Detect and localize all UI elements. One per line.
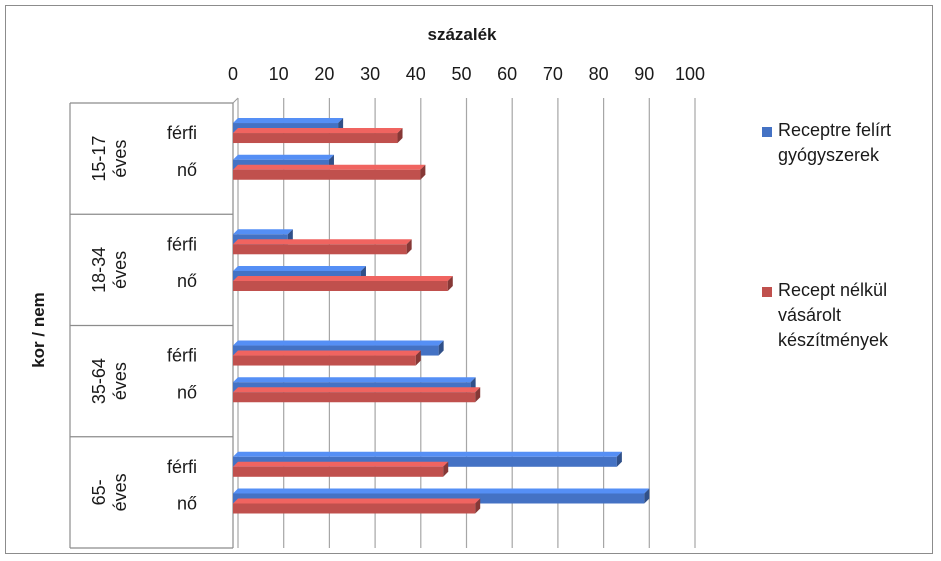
row-label: nő (177, 160, 197, 180)
bar-top-face (233, 276, 453, 281)
bar-top-face (233, 387, 481, 393)
x-tick-labels: 0 10 20 30 40 50 60 70 80 90 100 (228, 64, 705, 84)
category-labels: 15-17évesférfinő18-34évesférfinő35-64éve… (69, 102, 233, 549)
bar-top-face (233, 377, 476, 383)
x-tick-label: 0 (228, 64, 238, 84)
x-tick-label: 70 (543, 64, 563, 84)
row-label: férfi (167, 123, 197, 143)
bar-top-face (233, 498, 481, 504)
bar-top-face (233, 488, 650, 494)
bar-top-face (233, 461, 449, 467)
x-axis-title: százalék (428, 25, 498, 44)
x-tick-label: 80 (589, 64, 609, 84)
legend-entry-line: készítmények (778, 330, 889, 350)
legend-entry-line: gyógyszerek (778, 145, 880, 165)
x-tick-label: 50 (451, 64, 471, 84)
bar-top-face (233, 239, 412, 245)
bar-non-prescribed (233, 392, 476, 403)
legend-entry: Recept nélkül vásárolt készítmények (778, 280, 889, 350)
group-label-line: 65- (89, 479, 109, 505)
legend-swatch (762, 127, 772, 137)
bar-side-face (415, 350, 421, 366)
group-label-line: éves (110, 251, 130, 289)
row-label: férfi (167, 346, 197, 366)
bar-non-prescribed (233, 169, 421, 180)
bar-top-face (233, 154, 334, 160)
group-label: 18-34éves (89, 247, 130, 293)
bar-side-face (475, 387, 481, 403)
depth-edge (232, 97, 239, 104)
bar-side-face (447, 276, 453, 291)
group-label: 65-éves (89, 473, 130, 511)
group-label-line: éves (110, 140, 130, 178)
legend-entry-line: vásárolt (778, 305, 841, 325)
bar-top-face (233, 350, 421, 356)
bars (233, 118, 650, 514)
bar-side-face (438, 340, 444, 356)
row-label: nő (177, 382, 197, 402)
x-tick-label: 40 (406, 64, 426, 84)
group-label-line: 15-17 (89, 136, 109, 182)
bar-non-prescribed (233, 355, 416, 366)
group-label: 15-17éves (89, 136, 130, 182)
bar-non-prescribed (233, 503, 476, 514)
bar-top-face (233, 128, 403, 134)
bar-side-face (406, 239, 412, 255)
bar-non-prescribed (233, 281, 448, 291)
group-label-line: éves (110, 362, 130, 400)
bar-top-face (233, 266, 366, 271)
bar-top-face (233, 118, 344, 124)
row-label: férfi (167, 457, 197, 477)
bar-side-face (443, 461, 449, 477)
bar-side-face (420, 164, 426, 180)
legend-entry-line: Recept nélkül (778, 280, 887, 300)
x-tick-label: 60 (497, 64, 517, 84)
bar-non-prescribed (233, 466, 444, 477)
row-label: nő (177, 494, 197, 514)
row-label: nő (177, 271, 197, 291)
group-label-line: 35-64 (89, 358, 109, 404)
legend-swatch (762, 287, 772, 297)
x-tick-label: 20 (314, 64, 334, 84)
legend: Receptre felírt gyógyszerek Recept nélkül v… (762, 120, 891, 350)
x-tick-label: 30 (360, 64, 380, 84)
group-label-line: 18-34 (89, 247, 109, 293)
x-tick-label: 90 (634, 64, 654, 84)
bar-non-prescribed (233, 244, 407, 255)
legend-entry: Receptre felírt gyógyszerek (778, 120, 891, 165)
x-tick-label: 100 (675, 64, 705, 84)
bar-side-face (644, 488, 650, 504)
legend-entry-line: Receptre felírt (778, 120, 891, 140)
group-label-line: éves (110, 473, 130, 511)
x-tick-label: 10 (269, 64, 289, 84)
bar-non-prescribed (233, 133, 398, 144)
bar-top-face (233, 229, 293, 235)
bar-side-face (616, 451, 622, 467)
bar-top-face (233, 164, 426, 170)
bar-side-face (397, 128, 403, 144)
y-axis-title: kor / nem (29, 292, 48, 368)
bar-side-face (475, 498, 481, 514)
group-label: 35-64éves (89, 358, 130, 404)
bar-top-face (233, 451, 622, 457)
row-label: férfi (167, 234, 197, 254)
bar-top-face (233, 340, 444, 346)
